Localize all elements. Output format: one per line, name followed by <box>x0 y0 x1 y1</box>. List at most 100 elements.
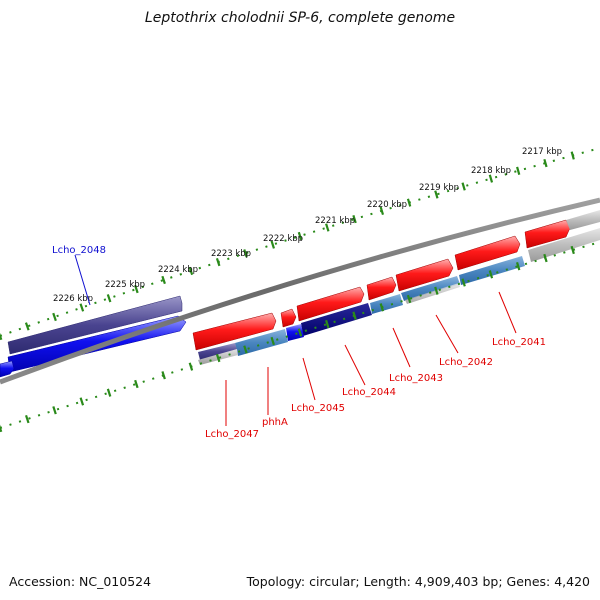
kbp-label: 2218 kbp <box>471 166 511 176</box>
ruler-tick <box>79 303 85 312</box>
label-lcho-2047[interactable]: Lcho_2047 <box>205 429 259 440</box>
ruler-tick <box>488 270 494 279</box>
gene-segment-steel <box>459 256 525 285</box>
gene-lcho-2047[interactable] <box>192 312 277 351</box>
ruler-tick <box>24 414 30 424</box>
left-gene-cluster <box>0 295 187 378</box>
leader-line-lcho-2043 <box>392 327 411 368</box>
ruler-tick <box>434 286 439 295</box>
forward-strand-genes <box>192 219 571 351</box>
gene-reverse-edge[interactable] <box>0 360 15 378</box>
kbp-tick-labels: 2217 kbp 2218 kbp 2219 kbp 2220 kbp 2221… <box>53 147 562 304</box>
gene-lcho-2048[interactable] <box>7 295 183 355</box>
gene-labels: Lcho_2048 Lcho_2047 phhA Lcho_2045 Lcho_… <box>52 245 546 440</box>
gene-segment-navy <box>301 303 372 336</box>
gene-segment-grey <box>566 210 600 230</box>
backbone-arc <box>0 197 600 385</box>
gene-segment-steel <box>370 294 403 314</box>
ruler-tick <box>325 319 330 329</box>
ruler-tick <box>106 294 112 303</box>
leader-line-lcho-2048 <box>74 254 91 306</box>
label-lcho-2045[interactable]: Lcho_2045 <box>291 403 345 414</box>
leader-line-lcho-2041 <box>498 291 517 334</box>
label-phha[interactable]: phhA <box>262 417 288 428</box>
ruler-tick <box>52 312 57 322</box>
ruler-tick <box>188 266 194 276</box>
ruler-tick <box>0 424 3 433</box>
gene-lcho-2044[interactable] <box>366 276 397 301</box>
gene-segment-steel <box>401 276 460 301</box>
ruler-tick <box>134 284 139 294</box>
ruler-tick <box>215 257 221 267</box>
kbp-label: 2223 kbp <box>211 249 251 259</box>
map-title: Leptothrix cholodnii SP-6, complete geno… <box>145 10 455 26</box>
ruler-tick <box>461 278 466 287</box>
label-lcho-2048[interactable]: Lcho_2048 <box>52 245 106 256</box>
kbp-label: 2217 kbp <box>522 147 562 157</box>
inner-major-ticks <box>0 245 575 433</box>
ruler-tick <box>106 388 112 397</box>
ruler-tick <box>270 336 275 346</box>
leader-line-lcho-2044 <box>344 344 366 386</box>
label-lcho-2042[interactable]: Lcho_2042 <box>439 357 493 368</box>
gene-phha[interactable] <box>280 308 297 328</box>
outer-major-ticks <box>0 151 575 341</box>
ruler-tick <box>543 253 548 263</box>
label-lcho-2044[interactable]: Lcho_2044 <box>342 387 396 398</box>
ruler-tick <box>0 332 3 341</box>
gene-segment-grey-right <box>528 228 600 262</box>
gene-segment-blue <box>286 324 304 341</box>
ruler-tick <box>243 249 248 258</box>
ruler-tick <box>24 322 30 331</box>
ruler-tick <box>516 166 521 175</box>
ruler-tick <box>352 214 357 224</box>
gene-lcho-2041[interactable] <box>524 219 571 249</box>
kbp-label: 2224 kbp <box>158 265 198 275</box>
ruler-tick <box>406 294 412 304</box>
ruler-tick <box>515 262 521 271</box>
ruler-tick <box>379 303 385 312</box>
leader-line-lcho-2045 <box>302 357 316 401</box>
ruler-tick <box>270 240 275 249</box>
ruler-tick <box>570 245 575 255</box>
ruler-tick <box>379 206 385 215</box>
genome-backbone <box>0 197 600 385</box>
label-lcho-2043[interactable]: Lcho_2043 <box>389 373 443 384</box>
genome-summary-text: Topology: circular; Length: 4,909,403 bp… <box>246 574 590 589</box>
outer-ruler-dots <box>0 147 600 337</box>
accession-text: Accession: NC_010524 <box>9 574 151 589</box>
ruler-tick <box>243 345 248 354</box>
ruler-tick <box>297 231 303 241</box>
ruler-tick <box>434 190 439 199</box>
ruler-tick <box>134 379 139 389</box>
kbp-label: 2222 kbp <box>263 234 303 244</box>
inner-kbp-ruler <box>0 241 600 433</box>
ruler-tick <box>461 182 466 191</box>
leader-line-lcho-2042 <box>435 314 459 354</box>
kbp-label: 2226 kbp <box>53 294 93 304</box>
gene-lcho-2045[interactable] <box>296 286 365 322</box>
ruler-tick <box>406 198 412 207</box>
gene-segment-grey <box>405 283 460 304</box>
ruler-tick <box>215 353 221 363</box>
kbp-label: 2220 kbp <box>367 200 407 210</box>
ruler-tick <box>352 311 357 320</box>
kbp-label: 2221 kbp <box>315 216 355 226</box>
ruler-tick <box>188 362 194 371</box>
gene-lcho-2042[interactable] <box>454 235 521 271</box>
kbp-label: 2219 kbp <box>419 183 459 193</box>
ruler-tick <box>325 223 330 232</box>
ruler-tick <box>79 397 85 406</box>
reverse-strand-track <box>198 228 600 365</box>
ruler-tick <box>488 174 494 183</box>
ruler-tick <box>52 406 57 415</box>
gene-lcho-2043[interactable] <box>395 258 454 292</box>
outer-kbp-ruler: 2217 kbp 2218 kbp 2219 kbp 2220 kbp 2221… <box>0 147 600 341</box>
ruler-tick <box>570 151 575 160</box>
ruler-tick <box>543 158 548 168</box>
ruler-tick <box>297 328 303 337</box>
gene-segment-purple <box>198 343 237 360</box>
label-lcho-2041[interactable]: Lcho_2041 <box>492 337 546 348</box>
